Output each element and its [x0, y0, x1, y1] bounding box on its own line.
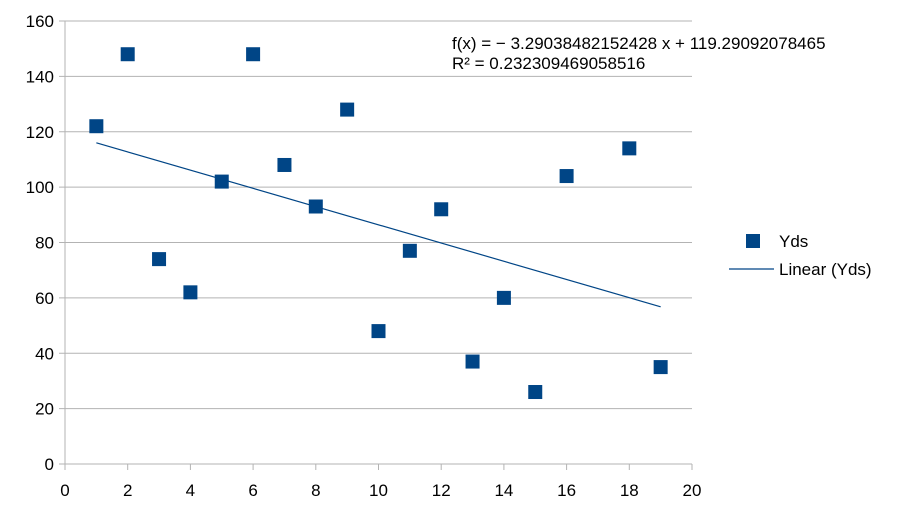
y-tick-label-160: 160 — [26, 12, 54, 31]
data-point-7 — [277, 157, 292, 172]
data-point-9 — [340, 102, 355, 117]
x-tick-label-4: 4 — [186, 481, 195, 500]
gridlines — [65, 20, 692, 410]
trendline — [96, 142, 661, 308]
data-point-12 — [434, 202, 449, 217]
x-tick-label-8: 8 — [311, 481, 320, 500]
data-point-18 — [653, 360, 668, 375]
y-tick-label-20: 20 — [35, 400, 54, 419]
data-point-1 — [89, 119, 104, 134]
data-point-13 — [465, 354, 480, 369]
y-tick-label-40: 40 — [35, 344, 54, 363]
data-point-14 — [496, 290, 511, 305]
data-point-4 — [183, 285, 198, 300]
x-tick-label-18: 18 — [620, 481, 639, 500]
x-tick-label-10: 10 — [369, 481, 388, 500]
data-point-11 — [402, 243, 417, 258]
data-point-6 — [246, 47, 261, 62]
y-tick-label-0: 0 — [45, 455, 54, 474]
trendline-equation: f(x) = − 3.29038482152428 x + 119.290920… — [452, 34, 826, 53]
data-point-3 — [152, 252, 167, 267]
x-tick-label-2: 2 — [123, 481, 132, 500]
y-tick-label-100: 100 — [26, 178, 54, 197]
x-tick-label-12: 12 — [432, 481, 451, 500]
x-tick-label-6: 6 — [248, 481, 257, 500]
data-points — [89, 47, 668, 400]
y-tick-label-60: 60 — [35, 289, 54, 308]
data-point-15 — [528, 385, 543, 400]
trendline-r-squared: R² = 0.232309469058516 — [452, 54, 645, 73]
trendline-group — [96, 142, 661, 308]
legend-label-linear: Linear (Yds) — [779, 260, 872, 279]
data-point-2 — [120, 47, 135, 62]
x-tick-label-14: 14 — [494, 481, 513, 500]
legend-label-yds: Yds — [779, 232, 808, 251]
data-point-17 — [622, 141, 637, 156]
x-tick-labels: 0 2 4 6 8 10 12 14 16 18 20 — [60, 481, 701, 500]
x-tick-label-0: 0 — [60, 481, 69, 500]
x-tick-label-16: 16 — [557, 481, 576, 500]
y-tick-label-120: 120 — [26, 123, 54, 142]
x-tick-label-20: 20 — [683, 481, 702, 500]
y-tick-label-80: 80 — [35, 234, 54, 253]
y-tick-label-140: 140 — [26, 67, 54, 86]
data-point-8 — [308, 199, 323, 214]
data-point-10 — [371, 324, 386, 339]
data-point-5 — [214, 174, 229, 189]
data-point-16 — [559, 169, 574, 184]
legend-marker-yds — [746, 234, 760, 248]
y-tick-labels: 0 20 40 60 80 100 120 140 160 — [26, 12, 54, 474]
axes — [59, 20, 693, 470]
legend: Yds Linear (Yds) — [729, 232, 872, 279]
